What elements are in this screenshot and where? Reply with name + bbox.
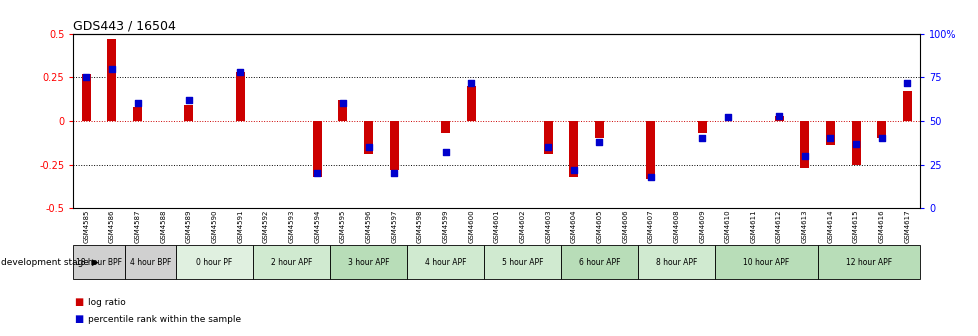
Point (693, 136, 709, 141)
Text: 4 hour BPF: 4 hour BPF (130, 258, 171, 266)
Bar (902, 91, 911, 121)
Text: ■: ■ (74, 314, 83, 324)
Text: 0 hour PF: 0 hour PF (197, 258, 233, 266)
Point (386, 171, 402, 176)
Point (899, 80, 914, 85)
Point (719, 115, 734, 120)
Text: 6 hour APF: 6 hour APF (578, 258, 620, 266)
Bar (799, 121, 809, 168)
Bar (108, 39, 116, 121)
Bar (697, 121, 706, 133)
Bar (851, 121, 860, 165)
Text: 4 hour APF: 4 hour APF (424, 258, 466, 266)
Bar (389, 121, 398, 170)
Point (437, 150, 453, 155)
Bar (714, 245, 817, 279)
Bar (543, 121, 553, 154)
Point (771, 113, 786, 118)
Bar (338, 100, 347, 121)
Text: 18 hour BPF: 18 hour BPF (76, 258, 122, 266)
Text: 3 hour APF: 3 hour APF (347, 258, 389, 266)
Point (78, 75, 94, 80)
Bar (825, 121, 834, 145)
Text: ■: ■ (74, 297, 83, 307)
Text: 5 hour APF: 5 hour APF (502, 258, 543, 266)
Bar (184, 105, 194, 121)
Bar (817, 245, 919, 279)
Bar (330, 245, 407, 279)
Bar (312, 121, 322, 177)
Text: 10 hour APF: 10 hour APF (742, 258, 788, 266)
Bar (638, 245, 714, 279)
Point (847, 141, 863, 146)
Bar (252, 245, 330, 279)
Bar (440, 121, 450, 133)
Point (591, 139, 606, 144)
Bar (569, 121, 578, 177)
Point (360, 144, 376, 150)
Point (796, 153, 812, 159)
Text: 2 hour APF: 2 hour APF (271, 258, 312, 266)
Point (463, 80, 478, 85)
Point (334, 101, 350, 106)
Bar (595, 121, 603, 138)
Bar (124, 245, 176, 279)
Bar (133, 107, 142, 121)
Bar (560, 245, 638, 279)
Bar (407, 245, 483, 279)
Text: 8 hour APF: 8 hour APF (655, 258, 696, 266)
Point (873, 136, 889, 141)
Bar (236, 72, 244, 121)
Point (232, 69, 247, 75)
Point (181, 97, 197, 103)
Point (104, 66, 119, 71)
Text: development stage ▶: development stage ▶ (1, 258, 99, 266)
Point (309, 171, 325, 176)
Point (822, 136, 837, 141)
Bar (82, 74, 91, 121)
Point (643, 174, 658, 179)
Point (540, 144, 556, 150)
Bar (176, 245, 252, 279)
Text: GDS443 / 16504: GDS443 / 16504 (73, 19, 176, 33)
Bar (483, 245, 560, 279)
Bar (774, 116, 782, 121)
Bar (645, 121, 654, 179)
Point (565, 167, 581, 173)
Text: 12 hour APF: 12 hour APF (845, 258, 891, 266)
Bar (876, 121, 885, 138)
Text: percentile rank within the sample: percentile rank within the sample (88, 315, 241, 324)
Bar (364, 121, 373, 154)
Bar (467, 86, 475, 121)
Bar (73, 245, 124, 279)
Text: log ratio: log ratio (88, 298, 126, 307)
Point (130, 101, 146, 106)
